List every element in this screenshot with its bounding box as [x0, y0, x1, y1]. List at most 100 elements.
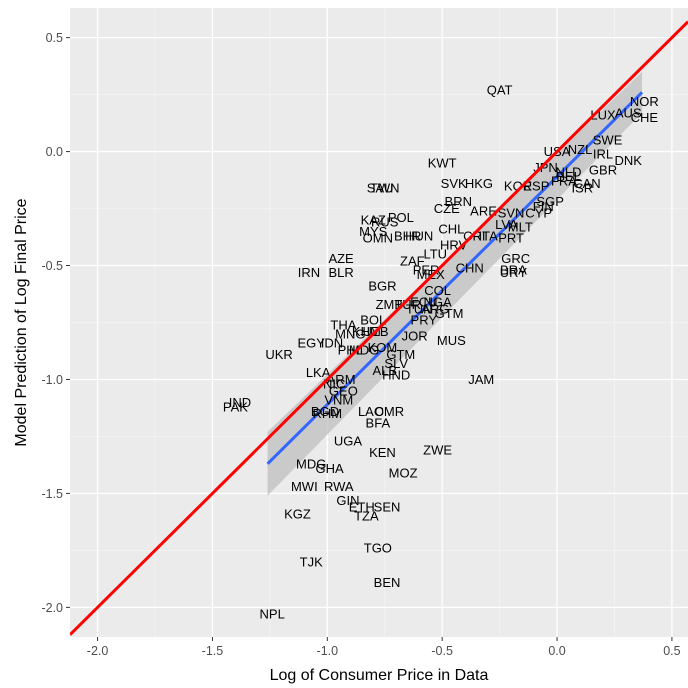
point-label-tza: TZA [354, 509, 379, 524]
point-label-are: ARE [470, 203, 497, 218]
point-label-lka: LKA [306, 365, 331, 380]
point-label-kwt: KWT [428, 155, 457, 170]
point-label-mex: MEX [417, 267, 446, 282]
x-tick-label-0: -2.0 [87, 644, 109, 658]
point-label-alb: ALB [372, 363, 397, 378]
point-label-hun: HUN [405, 228, 433, 243]
point-label-che: CHE [631, 110, 659, 125]
point-label-gin: GIN [336, 493, 359, 508]
point-label-grc: GRC [501, 251, 530, 266]
x-axis-ticks: -2.0 -1.5 -1.0 -0.5 0.0 0.5 [87, 637, 681, 658]
point-label-arm: ARM [327, 372, 356, 387]
point-label-cze: CZE [434, 201, 460, 216]
point-label-sau: SAU [367, 181, 394, 196]
point-label-jpn: JPN [533, 160, 558, 175]
point-label-tjk: TJK [300, 554, 323, 569]
point-label-ltu: LTU [423, 247, 447, 262]
point-label-col: COL [424, 283, 451, 298]
point-label-zaf: ZAF [400, 253, 425, 268]
point-label-idn: IDN [321, 336, 343, 351]
y-tick-label-0: -2.0 [41, 601, 63, 615]
x-tick-label-5: 0.5 [663, 644, 680, 658]
point-label-rwa: RWA [324, 479, 354, 494]
y-axis-title: Model Prediction of Log Final Price [13, 198, 30, 446]
point-label-kgz: KGZ [284, 506, 311, 521]
point-label-bra: BRA [500, 263, 527, 278]
fit-line [266, 91, 644, 465]
point-label-tha: THA [330, 317, 356, 332]
point-label-mng: MNG [335, 326, 365, 341]
plot-area: QATNORLUXAUSCHESWEUSANZLIRLDNKGBRJPNNLDB… [70, 20, 688, 636]
point-label-svn: SVN [498, 206, 525, 221]
x-tick-label-3: -0.5 [431, 644, 453, 658]
point-label-bfa: BFA [366, 415, 391, 430]
point-label-irn: IRN [298, 265, 320, 280]
point-label-egy: EGY [297, 336, 325, 351]
point-label-tgo: TGO [364, 541, 392, 556]
point-label-brn: BRN [445, 194, 472, 209]
point-label-omn: OMN [363, 231, 393, 246]
point-label-bol: BOL [360, 313, 386, 328]
x-tick-label-2: -1.0 [317, 644, 339, 658]
point-label-nga: NGA [423, 294, 452, 309]
point-label-rus: RUS [371, 215, 399, 230]
point-label-qat: QAT [487, 83, 513, 98]
point-label-dnk: DNK [615, 153, 643, 168]
point-label-ita: ITA [478, 228, 498, 243]
point-label-fra: FRA [551, 174, 577, 189]
point-label-kom: KOM [368, 340, 398, 355]
point-label-hnd: HND [382, 367, 410, 382]
point-label-phl: PHL [338, 342, 363, 357]
point-label-bgd: BGD [311, 404, 339, 419]
point-label-nzl: NZL [568, 142, 593, 157]
point-label-moz: MOZ [389, 465, 418, 480]
y-tick-label-4: 0.0 [46, 145, 63, 159]
point-label-gtm: GTM [386, 347, 415, 362]
point-label-blr: BLR [328, 265, 353, 280]
grid-major [70, 8, 688, 637]
point-label-lva: LVA [495, 217, 518, 232]
point-label-aus: AUS [615, 105, 642, 120]
point-label-hkg: HKG [465, 176, 493, 191]
x-tick-label-4: 0.0 [548, 644, 565, 658]
point-label-sen: SEN [374, 500, 401, 515]
point-label-ben: BEN [374, 575, 401, 590]
point-label-sgp: SGP [536, 194, 563, 209]
point-label-cmr: CMR [375, 404, 405, 419]
point-label-can: CAN [573, 176, 600, 191]
point-label-pak: PAK [223, 399, 248, 414]
y-axis-ticks: -2.0 -1.5 -1.0 -0.5 0.0 0.5 [41, 31, 70, 615]
point-label-jam: JAM [468, 372, 494, 387]
point-label-npl: NPL [260, 607, 285, 622]
point-label-ukr: UKR [265, 347, 292, 362]
point-label-bhr: BHR [394, 228, 421, 243]
y-tick-label-1: -1.5 [41, 487, 63, 501]
point-label-prt: PRT [498, 231, 524, 246]
identity-line [70, 20, 688, 636]
point-label-pol: POL [388, 210, 414, 225]
point-label-fin: FIN [533, 199, 554, 214]
y-tick-label-2: -1.0 [41, 373, 63, 387]
point-label-ecu: ECU [410, 294, 437, 309]
x-axis-title: Log of Consumer Price in Data [270, 667, 489, 684]
point-label-slv: SLV [384, 356, 408, 371]
point-label-jor: JOR [402, 329, 428, 344]
point-label-aze: AZE [328, 251, 354, 266]
point-label-zmb: ZMB [376, 297, 403, 312]
point-label-ury: URY [500, 265, 528, 280]
point-label-vnm: VNM [324, 392, 353, 407]
point-label-bgr: BGR [368, 279, 396, 294]
point-labels: QATNORLUXAUSCHESWEUSANZLIRLDNKGBRJPNNLDB… [223, 83, 659, 622]
point-label-mdg: MDG [349, 342, 379, 357]
point-label-cyp: CYP [525, 206, 552, 221]
point-label-mys: MYS [359, 224, 388, 239]
point-label-gbr: GBR [589, 162, 617, 177]
point-label-kaz: KAZ [361, 212, 386, 227]
point-label-rhm: RHM [313, 406, 343, 421]
point-label-pry: PRY [411, 313, 438, 328]
point-label-tun: TUN [406, 301, 433, 316]
point-label-swe: SWE [593, 133, 623, 148]
point-label-mlt: MLT [508, 219, 533, 234]
point-label-lao: LAO [358, 404, 384, 419]
x-tick-label-1: -1.5 [202, 644, 224, 658]
